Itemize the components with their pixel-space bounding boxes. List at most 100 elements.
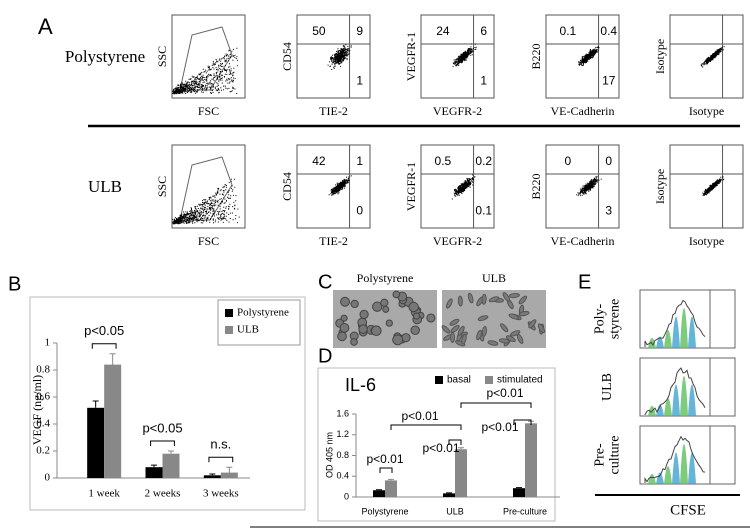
cell bbox=[537, 323, 546, 334]
gate bbox=[179, 26, 233, 91]
cell bbox=[385, 319, 393, 327]
legend-label: basal bbox=[447, 375, 471, 386]
bar bbox=[373, 490, 385, 497]
quadrant-value: 6 bbox=[480, 24, 487, 38]
annotation: p<0.05 bbox=[84, 323, 124, 338]
quadrant-value: 9 bbox=[356, 24, 363, 38]
dot-cloud bbox=[327, 44, 352, 70]
quadrant-value: 3 bbox=[605, 204, 612, 218]
x-axis-label: Isotype bbox=[689, 234, 724, 248]
legend-swatch bbox=[225, 326, 233, 334]
bracket bbox=[390, 424, 462, 430]
cell bbox=[457, 295, 463, 307]
peak bbox=[648, 473, 656, 484]
error-bar bbox=[458, 447, 464, 450]
row-label: styrene bbox=[608, 299, 623, 339]
cell bbox=[518, 310, 530, 317]
plot-frame bbox=[669, 14, 744, 99]
cell bbox=[500, 323, 509, 333]
error-bar bbox=[109, 353, 116, 365]
peak bbox=[656, 404, 664, 416]
y-tick-label: 1.2 bbox=[336, 429, 349, 439]
cell bbox=[446, 298, 453, 309]
plot-frame bbox=[296, 144, 371, 229]
bar bbox=[104, 364, 122, 478]
x-tick-label: 3 weeks bbox=[203, 488, 239, 500]
quadrant-value: 0 bbox=[565, 154, 572, 168]
panel-label: C bbox=[318, 271, 332, 293]
plot-frame bbox=[171, 144, 246, 229]
histogram-trace bbox=[644, 367, 706, 415]
quadrant-value: 17 bbox=[602, 74, 616, 88]
y-tick-label: 0 bbox=[344, 491, 349, 501]
panel-label: D bbox=[318, 345, 332, 367]
y-axis-label: Isotype bbox=[653, 39, 667, 74]
legend-frame bbox=[217, 299, 301, 346]
cell bbox=[410, 325, 420, 335]
row-label: Poly- bbox=[593, 303, 608, 334]
x-tick-label: ULB bbox=[446, 506, 464, 516]
y-axis-label: Isotype bbox=[653, 169, 667, 204]
panel-frame bbox=[317, 367, 556, 522]
annotation: p<0.01 bbox=[366, 452, 403, 466]
cell bbox=[371, 301, 383, 312]
cell bbox=[412, 312, 421, 320]
legend-swatch bbox=[485, 376, 493, 384]
bracket bbox=[150, 440, 175, 446]
error-bar bbox=[92, 400, 99, 408]
cell bbox=[350, 299, 359, 309]
cell bbox=[358, 324, 368, 334]
cell bbox=[340, 314, 348, 322]
cell bbox=[457, 325, 465, 336]
cell bbox=[508, 313, 520, 320]
peak bbox=[664, 398, 672, 416]
x-tick-label: Polystyrene bbox=[361, 506, 408, 516]
plot-frame bbox=[171, 14, 246, 99]
peak bbox=[688, 316, 696, 348]
quadrant-value: 0.5 bbox=[435, 154, 452, 168]
peak bbox=[672, 384, 680, 416]
bar bbox=[525, 423, 537, 497]
x-axis-label: Isotype bbox=[689, 104, 724, 118]
x-axis-label: TIE-2 bbox=[319, 104, 348, 118]
cell bbox=[477, 315, 489, 322]
dot-cloud bbox=[328, 175, 352, 196]
x-axis-label: VEGFR-2 bbox=[433, 234, 482, 248]
plot-frame bbox=[420, 14, 495, 99]
bar bbox=[513, 488, 525, 497]
legend-label: Polystyrene bbox=[237, 307, 289, 319]
x-axis-label: VE-Cadherin bbox=[551, 234, 615, 248]
x-axis-label: CFSE bbox=[670, 502, 706, 518]
y-axis-label: CD54 bbox=[280, 42, 294, 71]
y-tick-label: 0.4 bbox=[36, 418, 50, 430]
bracket bbox=[513, 419, 532, 425]
cell bbox=[450, 324, 460, 334]
dot-cloud bbox=[578, 46, 600, 67]
image-label: Polystyrene bbox=[357, 271, 414, 285]
cell bbox=[337, 331, 347, 342]
quadrant-value: 0 bbox=[356, 204, 363, 218]
peak bbox=[680, 376, 688, 416]
cell bbox=[487, 340, 499, 346]
bracket bbox=[208, 456, 234, 463]
cell bbox=[382, 305, 390, 313]
quadrant-value: 50 bbox=[312, 24, 326, 38]
y-tick-label: 0.8 bbox=[336, 450, 349, 460]
y-axis-label: SSC bbox=[155, 46, 169, 67]
quadrant-value: 1 bbox=[356, 154, 363, 168]
y-axis-label: OD 405 nm bbox=[324, 432, 334, 478]
y-tick-label: 0.4 bbox=[336, 471, 349, 481]
y-tick-label: 0.6 bbox=[36, 391, 50, 403]
plot-frame bbox=[545, 14, 620, 99]
annotation: n.s. bbox=[210, 437, 231, 452]
x-axis-label: VE-Cadherin bbox=[551, 104, 615, 118]
dot-cloud bbox=[451, 174, 476, 200]
y-axis-label: B220 bbox=[529, 43, 543, 69]
cell bbox=[392, 334, 404, 346]
cell bbox=[476, 329, 483, 341]
dot-cloud bbox=[172, 178, 240, 225]
y-axis-label: SSC bbox=[155, 176, 169, 197]
y-axis-label: B220 bbox=[529, 173, 543, 199]
